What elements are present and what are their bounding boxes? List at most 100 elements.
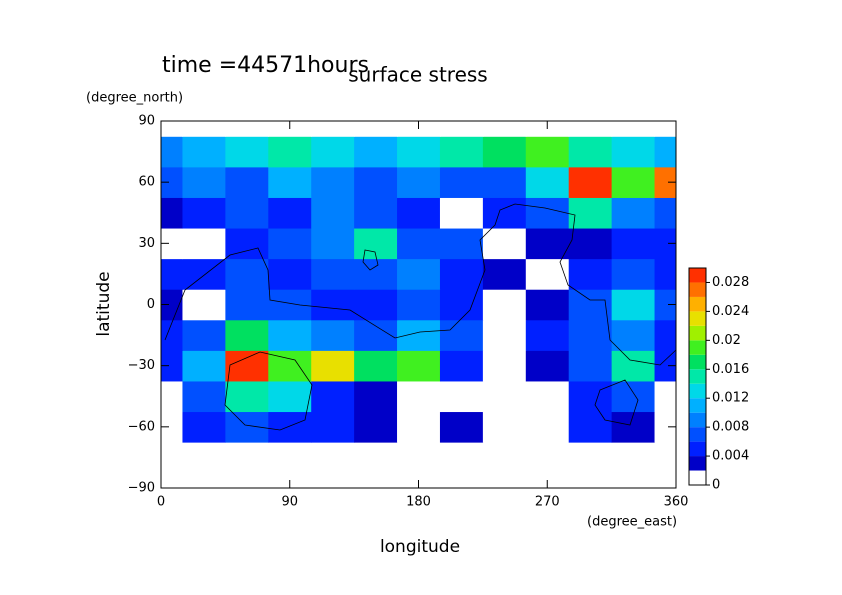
colorbar: 0 0.004 0.008 0.012 0.016 0.02 0.024 0.028	[688, 267, 749, 493]
cell	[611, 228, 656, 260]
cell	[354, 472, 398, 488]
cell	[482, 319, 527, 351]
cell	[161, 166, 183, 198]
cell	[311, 411, 355, 443]
cell	[354, 121, 398, 137]
cell	[482, 197, 527, 229]
cell	[439, 411, 484, 443]
cell	[268, 136, 312, 168]
cell	[268, 197, 312, 229]
cell	[225, 350, 269, 382]
cell	[568, 258, 613, 290]
cell	[397, 136, 441, 168]
cell	[654, 258, 676, 290]
x-tick-label: 360	[664, 495, 689, 510]
cell	[654, 136, 676, 168]
cell	[439, 121, 484, 137]
cell	[525, 411, 570, 443]
cell	[568, 289, 613, 321]
cell	[182, 411, 226, 443]
cell	[525, 228, 570, 260]
cell	[268, 258, 312, 290]
colorbar-swatch	[689, 412, 706, 428]
y-tick-label: −30	[128, 358, 155, 373]
cell	[354, 136, 398, 168]
cell	[268, 319, 312, 351]
colorbar-swatch	[689, 282, 706, 297]
cell	[439, 380, 484, 413]
cell	[654, 442, 676, 474]
cell	[654, 319, 676, 351]
cell	[654, 289, 676, 321]
cell	[439, 289, 484, 321]
cell	[225, 258, 269, 290]
cell	[311, 380, 355, 413]
cell	[311, 228, 355, 260]
cell	[654, 228, 676, 260]
cell	[482, 121, 527, 137]
colorbar-tick-label: 0	[712, 478, 720, 493]
colorbar-swatch	[689, 268, 706, 283]
cell	[568, 319, 613, 351]
cell	[354, 411, 398, 443]
colorbar-swatch	[689, 311, 706, 326]
cell	[611, 121, 656, 137]
cell	[354, 258, 398, 290]
cell	[161, 472, 183, 488]
cell	[311, 258, 355, 290]
cell	[268, 289, 312, 321]
cell	[525, 136, 570, 168]
cell	[611, 442, 656, 474]
cell	[354, 442, 398, 474]
cell	[568, 197, 613, 229]
cell	[225, 442, 269, 474]
cell	[311, 121, 355, 137]
cell	[311, 289, 355, 321]
cell	[397, 258, 441, 290]
y-tick-label: 90	[138, 114, 155, 129]
cell	[182, 197, 226, 229]
cell	[268, 228, 312, 260]
cell	[397, 319, 441, 351]
cell	[182, 380, 226, 413]
cell	[397, 166, 441, 198]
cell	[397, 228, 441, 260]
cell	[482, 228, 527, 260]
colorbar-tick-label: 0.028	[712, 275, 749, 290]
x-tick-label: 90	[281, 495, 298, 510]
cell	[225, 289, 269, 321]
cell	[525, 197, 570, 229]
cell	[161, 442, 183, 474]
cell	[525, 258, 570, 290]
cell	[439, 319, 484, 351]
cell	[161, 350, 183, 382]
cell	[161, 258, 183, 290]
cell	[161, 136, 183, 168]
colorbar-swatch	[689, 340, 706, 355]
y-tick-label: 0	[147, 297, 155, 312]
colorbar-swatch	[689, 354, 706, 370]
cell	[439, 442, 484, 474]
cell	[482, 472, 527, 488]
cell	[525, 380, 570, 413]
cell	[182, 228, 226, 260]
colorbar-swatch	[689, 470, 706, 485]
colorbar-tick-label: 0.016	[712, 362, 749, 377]
cell	[568, 166, 613, 198]
cell	[482, 411, 527, 443]
cell	[161, 121, 183, 137]
cell	[182, 472, 226, 488]
cell	[161, 197, 183, 229]
cell	[225, 121, 269, 137]
cell	[611, 411, 656, 443]
cell	[611, 136, 656, 168]
cell	[525, 442, 570, 474]
cell	[311, 136, 355, 168]
cell	[654, 197, 676, 229]
cell	[654, 380, 676, 413]
cell	[439, 228, 484, 260]
colorbar-tick-label: 0.024	[712, 304, 749, 319]
cell	[225, 319, 269, 351]
cell	[182, 121, 226, 137]
